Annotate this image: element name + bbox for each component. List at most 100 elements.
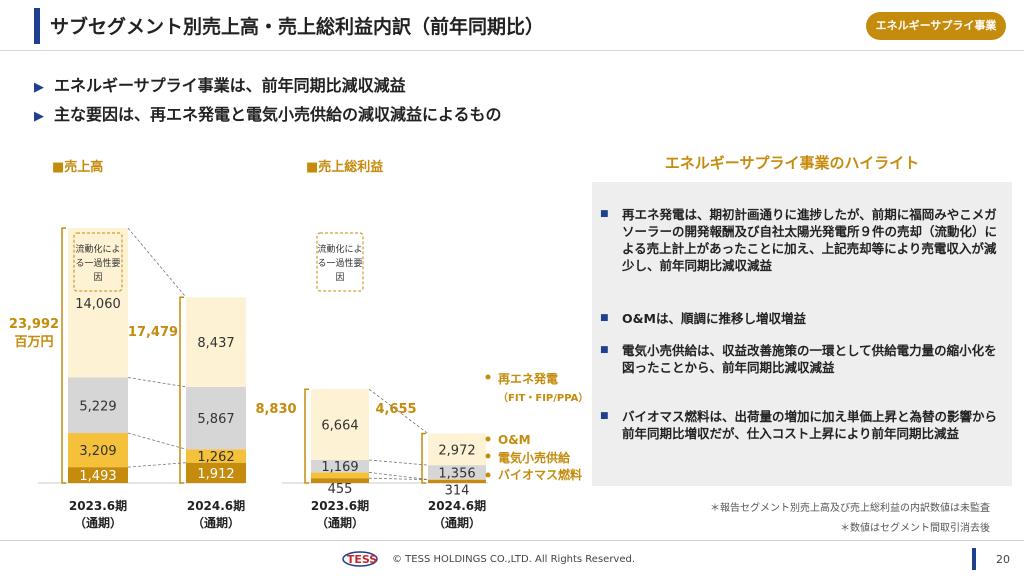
summary-bullet-2: ▶ 主な要因は、再エネ発電と電気小売供給の減収減益によるもの	[34, 105, 502, 124]
legend-dot	[485, 374, 491, 380]
callout-text: 流動化によ	[317, 243, 362, 255]
x-tick-label: （通期）	[192, 515, 240, 530]
bar-segment	[428, 465, 486, 480]
connector-line	[127, 432, 187, 450]
data-label: 6,664	[321, 419, 358, 434]
callout-text: る一過性要	[317, 257, 362, 269]
connector-line	[368, 459, 429, 466]
copyright: © TESS HOLDINGS CO.,LTD. All Rights Rese…	[392, 554, 636, 565]
square-bullet-icon: ■	[600, 345, 609, 355]
total-bracket	[179, 296, 184, 484]
triangle-bullet-icon: ▶	[34, 80, 44, 95]
series-legend-label: 再エネ発電	[498, 371, 558, 386]
bar-segment	[186, 462, 246, 483]
highlights-title: エネルギーサプライ事業のハイライト	[664, 154, 920, 172]
data-label: 314	[445, 484, 470, 499]
one-time-callout-box	[73, 232, 123, 292]
bar-segment	[311, 459, 369, 473]
data-label: 5,229	[79, 399, 116, 414]
bar-segment	[68, 433, 128, 468]
callout-text: 因	[93, 272, 102, 283]
total-bracket	[304, 388, 309, 484]
series-legend-label: バイオマス燃料	[498, 467, 582, 482]
legend-dot	[485, 453, 491, 459]
data-label: 14,060	[75, 297, 121, 312]
data-label: 1,912	[197, 467, 234, 482]
highlight-item: ■ 電気小売供給は、収益改善施策の一環として供給電力量の縮小化を図ったことから、前…	[600, 343, 997, 375]
data-label: 1,262	[197, 450, 234, 465]
callout-text: る一過性要	[75, 257, 120, 269]
one-time-callout-box	[316, 232, 364, 292]
highlight-item: ■ O&Mは、順調に推移し増収増益	[600, 311, 806, 326]
connector-line	[127, 227, 187, 298]
x-tick-label: （通期）	[74, 515, 122, 530]
segment-badge: エネルギーサプライ事業	[866, 12, 1006, 40]
highlights-panel	[592, 182, 1012, 486]
header-divider	[0, 50, 1024, 51]
data-label: 3,209	[79, 444, 116, 459]
square-bullet-icon: ■	[600, 313, 609, 323]
square-bullet-icon: ■	[600, 411, 609, 421]
highlight-item: ■ バイオマス燃料は、出荷量の増加に加え単価上昇と為替の影響から前年同期比増収だが…	[600, 409, 998, 441]
series-legend-label: 電気小売供給	[498, 450, 571, 465]
legend-dot	[485, 436, 491, 442]
bar-segment	[186, 449, 246, 463]
logo-text: TESS	[347, 553, 377, 566]
data-label: 1,493	[79, 469, 116, 484]
page-number-bar	[972, 548, 976, 570]
note-elimination: ＊数値はセグメント間取引消去後	[840, 523, 990, 534]
connector-line	[368, 388, 429, 434]
connector-line	[127, 377, 187, 388]
bar-segment	[428, 433, 486, 466]
series-legend-label: O&M	[498, 433, 531, 447]
title-accent-bar	[34, 8, 40, 44]
total-bracket	[421, 432, 426, 484]
series-legend-sub: （FIT・FIP/PPA）	[498, 391, 588, 404]
bar-segment	[186, 386, 246, 450]
x-tick-label: 2024.6期	[428, 498, 486, 513]
bar-segment	[68, 228, 128, 378]
summary-bullet-1: ▶ エネルギーサプライ事業は、前年同期比減収減益	[34, 76, 406, 95]
x-tick-label: （通期）	[316, 515, 364, 530]
triangle-bullet-icon: ▶	[34, 109, 44, 124]
bar-segment	[428, 479, 486, 481]
total-label: 4,655	[375, 402, 416, 417]
data-label: 1,169	[321, 460, 358, 475]
data-label: 8,437	[197, 336, 234, 351]
total-label: 23,992	[9, 317, 59, 332]
bar-segment	[68, 377, 128, 434]
callout-text: 流動化によ	[75, 243, 120, 255]
sales-chart-label: ■売上高	[52, 160, 104, 175]
total-bracket	[61, 227, 66, 484]
page-title: サブセグメント別売上高・売上総利益内訳（前年同期比）	[50, 16, 545, 38]
unit-label: 百万円	[14, 335, 53, 350]
footer-divider	[0, 540, 1024, 541]
total-label: 8,830	[255, 402, 296, 417]
page-number: 20	[996, 553, 1010, 566]
connector-line	[127, 462, 187, 468]
data-label: 2,972	[438, 443, 475, 458]
x-tick-label: 2023.6期	[69, 498, 127, 513]
stacked-bar-charts: 1,493 3,209 5,229 14,060 2023.6期 （通期） 23,992 1,…	[9, 227, 588, 530]
bar-segment	[311, 472, 369, 479]
connector-line	[368, 472, 429, 480]
bar-segment	[428, 479, 486, 483]
gross-profit-chart-label: ■売上総利益	[306, 160, 384, 175]
data-label: 1,356	[438, 466, 475, 481]
data-label: 5,867	[197, 412, 234, 427]
bar-segment	[311, 478, 369, 483]
square-bullet-icon: ■	[600, 209, 609, 219]
callout-text: 因	[335, 272, 344, 283]
x-tick-label: 2023.6期	[311, 498, 369, 513]
bar-segment	[68, 467, 128, 483]
total-label: 17,479	[128, 325, 178, 340]
data-label: 455	[328, 482, 353, 497]
bar-segment	[186, 297, 246, 387]
note-unaudited: ＊報告セグメント別売上高及び売上総利益の内訳数値は未監査	[710, 503, 990, 514]
tess-logo: TESS	[342, 551, 378, 567]
highlight-item: ■ 再エネ発電は、期初計画通りに進捗したが、前期に福岡みやこメガソーラーの開発報酬…	[600, 207, 998, 273]
x-tick-label: 2024.6期	[187, 498, 245, 513]
legend-dot	[485, 472, 491, 478]
x-tick-label: （通期）	[433, 515, 481, 530]
bar-segment	[311, 389, 369, 460]
